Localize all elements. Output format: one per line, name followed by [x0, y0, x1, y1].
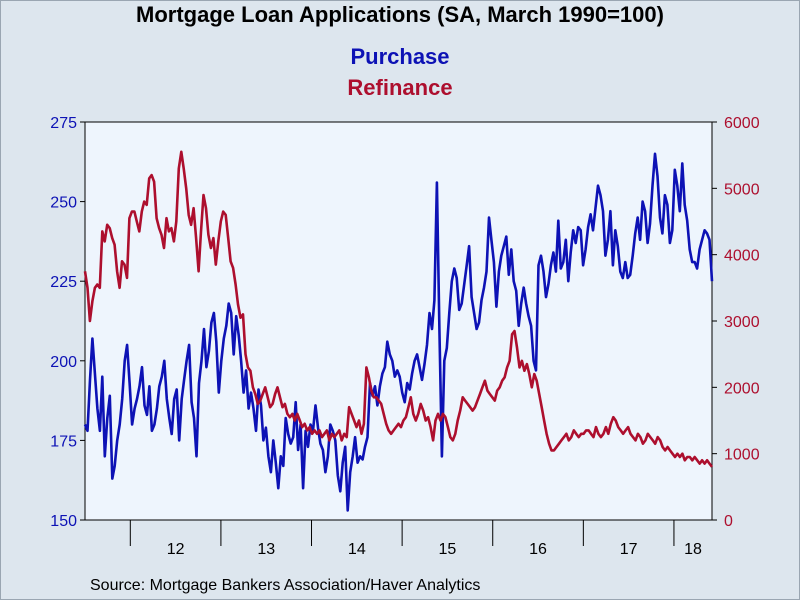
- y-left-tick-label: 225: [50, 274, 77, 291]
- y-right-tick-label: 0: [724, 513, 733, 530]
- y-right-tick-label: 3000: [724, 314, 760, 331]
- x-tick-label: 15: [439, 541, 457, 558]
- source-note: Source: Mortgage Bankers Association/Hav…: [90, 577, 481, 594]
- y-left-tick-label: 275: [50, 115, 77, 132]
- series-line-refinance: [83, 150, 714, 468]
- x-tick-label: 17: [620, 541, 638, 558]
- y-left-tick-label: 200: [50, 354, 77, 371]
- x-tick-label: 18: [684, 541, 702, 558]
- x-tick-label: 16: [529, 541, 547, 558]
- x-tick-label: 12: [167, 541, 185, 558]
- series-line-purchase: [83, 152, 714, 512]
- y-right-tick-label: 5000: [724, 181, 760, 198]
- x-tick-label: 14: [348, 541, 366, 558]
- y-right-tick-label: 2000: [724, 380, 760, 397]
- y-right-tick-label: 4000: [724, 248, 760, 265]
- legend-purchase: Purchase: [350, 44, 450, 69]
- plot-area: [84, 121, 713, 521]
- legend-refinance: Refinance: [347, 75, 453, 100]
- y-left-tick-label: 175: [50, 433, 77, 450]
- y-left-tick-label: 250: [50, 195, 77, 212]
- chart-title: Mortgage Loan Applications (SA, March 19…: [136, 2, 664, 27]
- y-left-tick-label: 150: [50, 513, 77, 530]
- y-right-tick-label: 1000: [724, 447, 760, 464]
- y-right-tick-label: 6000: [724, 115, 760, 132]
- x-tick-label: 13: [257, 541, 275, 558]
